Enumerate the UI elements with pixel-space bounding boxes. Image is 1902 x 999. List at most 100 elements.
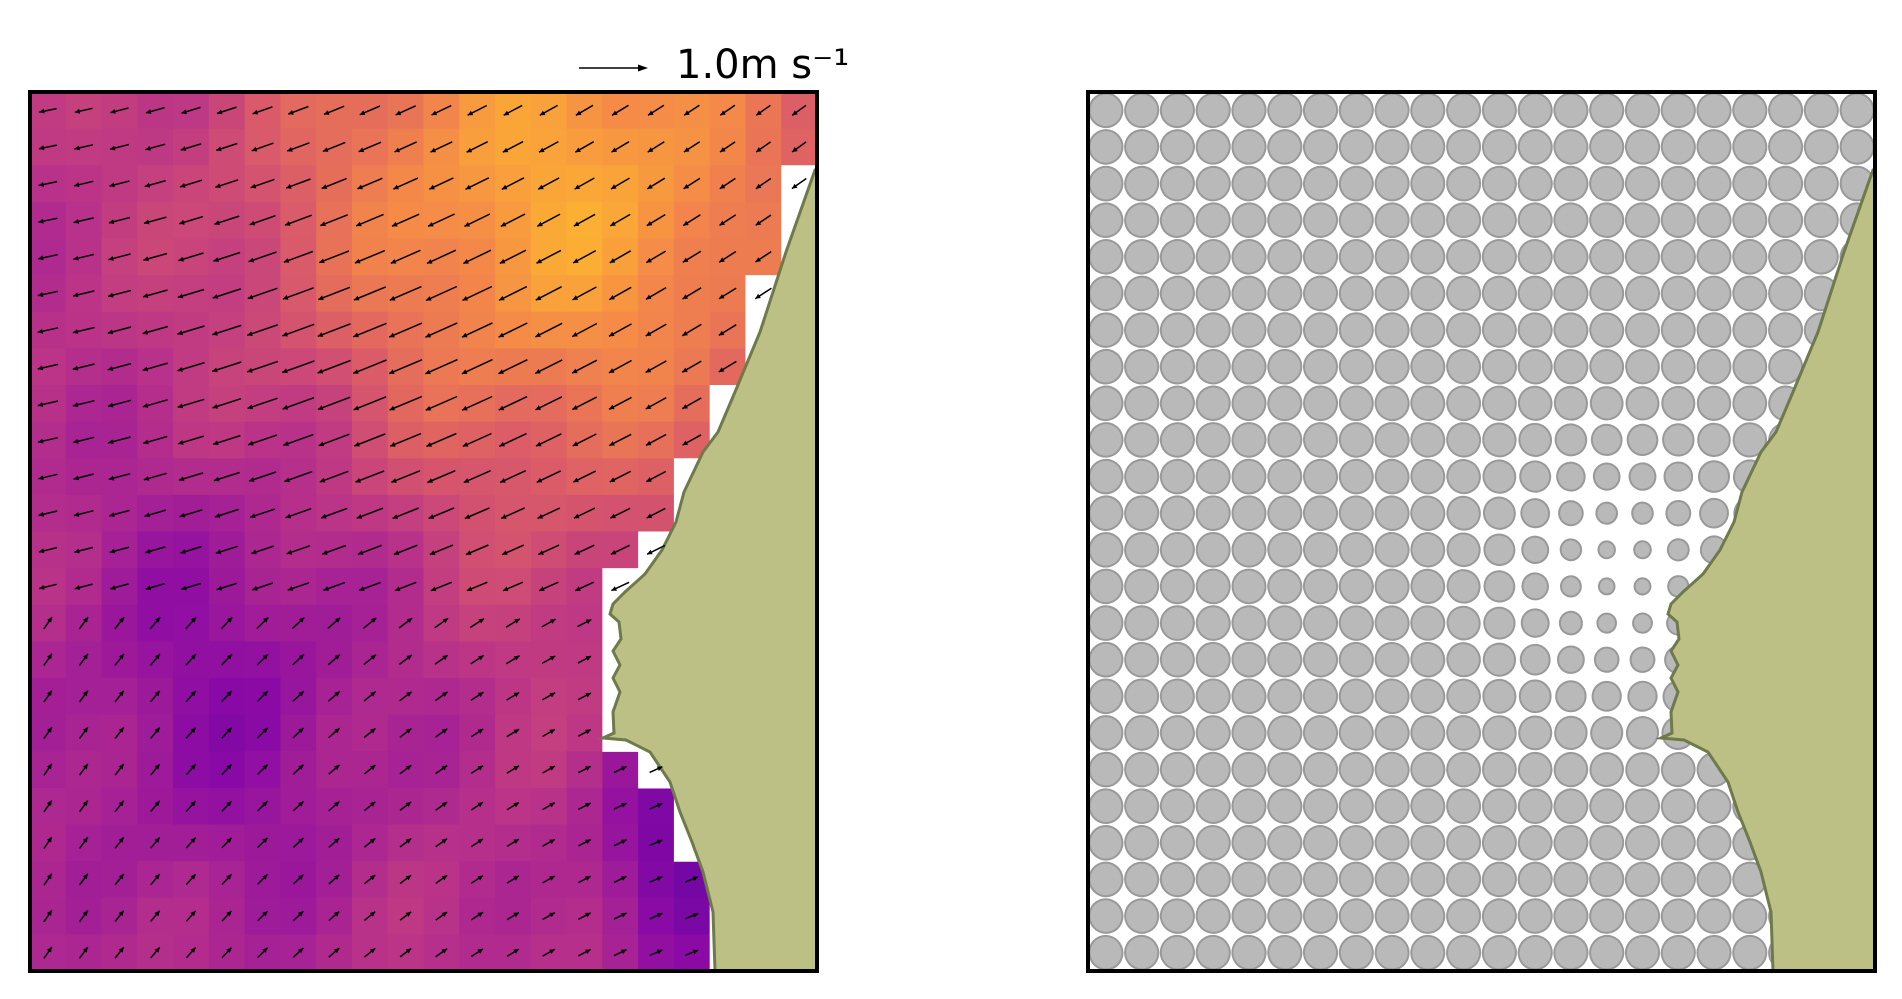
- velocity-arrowhead: [334, 764, 340, 771]
- ellipse-marker: [1446, 788, 1482, 824]
- ellipse-marker: [1374, 568, 1410, 605]
- ellipse-markers: [1088, 92, 1875, 971]
- velocity-arrowhead: [190, 764, 196, 770]
- velocity-arrowhead: [406, 691, 412, 697]
- velocity-arrow: [211, 361, 242, 373]
- velocity-arrowhead: [118, 800, 124, 807]
- ellipse-marker: [1302, 898, 1339, 934]
- velocity-arrowhead: [549, 876, 555, 881]
- ellipse-marker: [1482, 422, 1517, 458]
- velocity-arrowhead: [611, 586, 617, 591]
- ellipse-marker: [1195, 458, 1231, 495]
- velocity-arrowhead: [478, 655, 484, 661]
- right-panel-frame: [1086, 90, 1877, 973]
- ellipse-marker: [1697, 460, 1731, 493]
- velocity-arrowhead: [358, 147, 365, 153]
- velocity-arrowhead: [513, 655, 520, 661]
- ellipse-marker: [1267, 751, 1303, 788]
- velocity-arrowhead: [792, 110, 798, 116]
- velocity-arrowhead: [37, 292, 44, 297]
- velocity-arrowhead: [249, 477, 255, 482]
- velocity-arrowhead: [692, 876, 699, 881]
- ellipse-marker: [1195, 92, 1231, 129]
- velocity-arrowhead: [441, 802, 448, 808]
- ellipse-marker: [1483, 533, 1516, 567]
- ellipse-marker: [1267, 385, 1303, 422]
- ellipse-marker: [1591, 680, 1622, 712]
- velocity-arrowhead: [514, 618, 520, 624]
- velocity-arrowhead: [682, 331, 688, 336]
- ellipse-marker: [1159, 605, 1195, 641]
- velocity-arrowhead: [405, 875, 412, 881]
- ellipse-marker: [1124, 898, 1160, 934]
- velocity-arrow: [352, 359, 387, 375]
- velocity-arrowhead: [179, 512, 186, 518]
- ellipse-marker: [1446, 825, 1482, 861]
- ellipse-marker: [1410, 825, 1446, 861]
- velocity-arrowhead: [441, 728, 448, 734]
- velocity-arrowhead: [539, 586, 545, 591]
- velocity-arrowhead: [38, 511, 44, 517]
- velocity-arrowhead: [441, 948, 448, 954]
- ellipse-marker: [1553, 92, 1589, 129]
- ellipse-marker: [1553, 129, 1589, 165]
- ellipse-marker: [1559, 538, 1583, 562]
- ellipse-marker: [1631, 501, 1654, 525]
- velocity-arrowhead: [354, 258, 361, 264]
- ellipse-marker: [1267, 92, 1303, 129]
- velocity-arrowhead: [226, 801, 232, 807]
- ellipse-marker: [1302, 825, 1339, 861]
- quiver-key-arrowhead: [638, 64, 648, 72]
- velocity-arrowhead: [609, 477, 616, 482]
- velocity-arrowhead: [575, 586, 581, 591]
- velocity-arrowhead: [109, 512, 115, 517]
- ellipse-marker: [1159, 568, 1195, 605]
- velocity-arrowhead: [585, 876, 591, 881]
- velocity-arrowhead: [108, 475, 115, 481]
- velocity-arrowhead: [333, 911, 340, 917]
- ellipse-marker: [1590, 716, 1624, 750]
- velocity-arrowhead: [154, 764, 160, 770]
- velocity-arrowhead: [82, 873, 88, 880]
- velocity-arrowhead: [370, 728, 376, 734]
- velocity-arrowhead: [72, 365, 79, 371]
- ellipse-marker: [1768, 239, 1804, 275]
- velocity-arrowhead: [252, 109, 259, 115]
- ellipse-marker: [1696, 239, 1732, 275]
- velocity-arrowhead: [288, 110, 294, 115]
- ellipse-marker: [1302, 568, 1339, 605]
- ellipse-marker: [1302, 715, 1339, 751]
- velocity-arrow: [462, 285, 493, 302]
- velocity-arrowhead: [442, 692, 448, 697]
- velocity-arrowhead: [538, 184, 544, 190]
- velocity-arrowhead: [38, 182, 44, 187]
- ellipse-marker: [1302, 532, 1339, 568]
- velocity-arrowhead: [249, 220, 256, 226]
- ellipse-marker: [1088, 422, 1124, 458]
- velocity-arrowhead: [321, 184, 328, 189]
- ellipse-marker: [1124, 165, 1160, 202]
- ellipse-marker: [1195, 641, 1231, 678]
- velocity-arrowhead: [359, 110, 366, 115]
- ellipse-marker: [1519, 460, 1552, 493]
- velocity-arrowhead: [282, 368, 288, 374]
- ellipse-marker: [1481, 165, 1517, 202]
- velocity-arrowhead: [212, 404, 218, 409]
- ellipse-marker: [1195, 165, 1231, 202]
- ellipse-marker: [1696, 348, 1732, 385]
- velocity-arrowhead: [549, 912, 555, 918]
- velocity-arrowhead: [426, 296, 432, 301]
- velocity-arrowhead: [477, 802, 483, 808]
- ellipse-marker: [1624, 92, 1661, 129]
- velocity-arrowhead: [154, 800, 160, 807]
- velocity-arrowhead: [74, 108, 81, 114]
- velocity-arrowhead: [392, 514, 399, 519]
- velocity-arrowhead: [465, 550, 472, 555]
- velocity-arrowhead: [610, 513, 616, 519]
- ellipse-marker: [1410, 678, 1446, 715]
- velocity-arrowhead: [369, 838, 376, 844]
- velocity-arrow: [498, 322, 528, 338]
- ellipse-marker: [1732, 898, 1768, 934]
- ellipse-marker: [1374, 825, 1410, 861]
- ellipse-marker: [1159, 861, 1195, 898]
